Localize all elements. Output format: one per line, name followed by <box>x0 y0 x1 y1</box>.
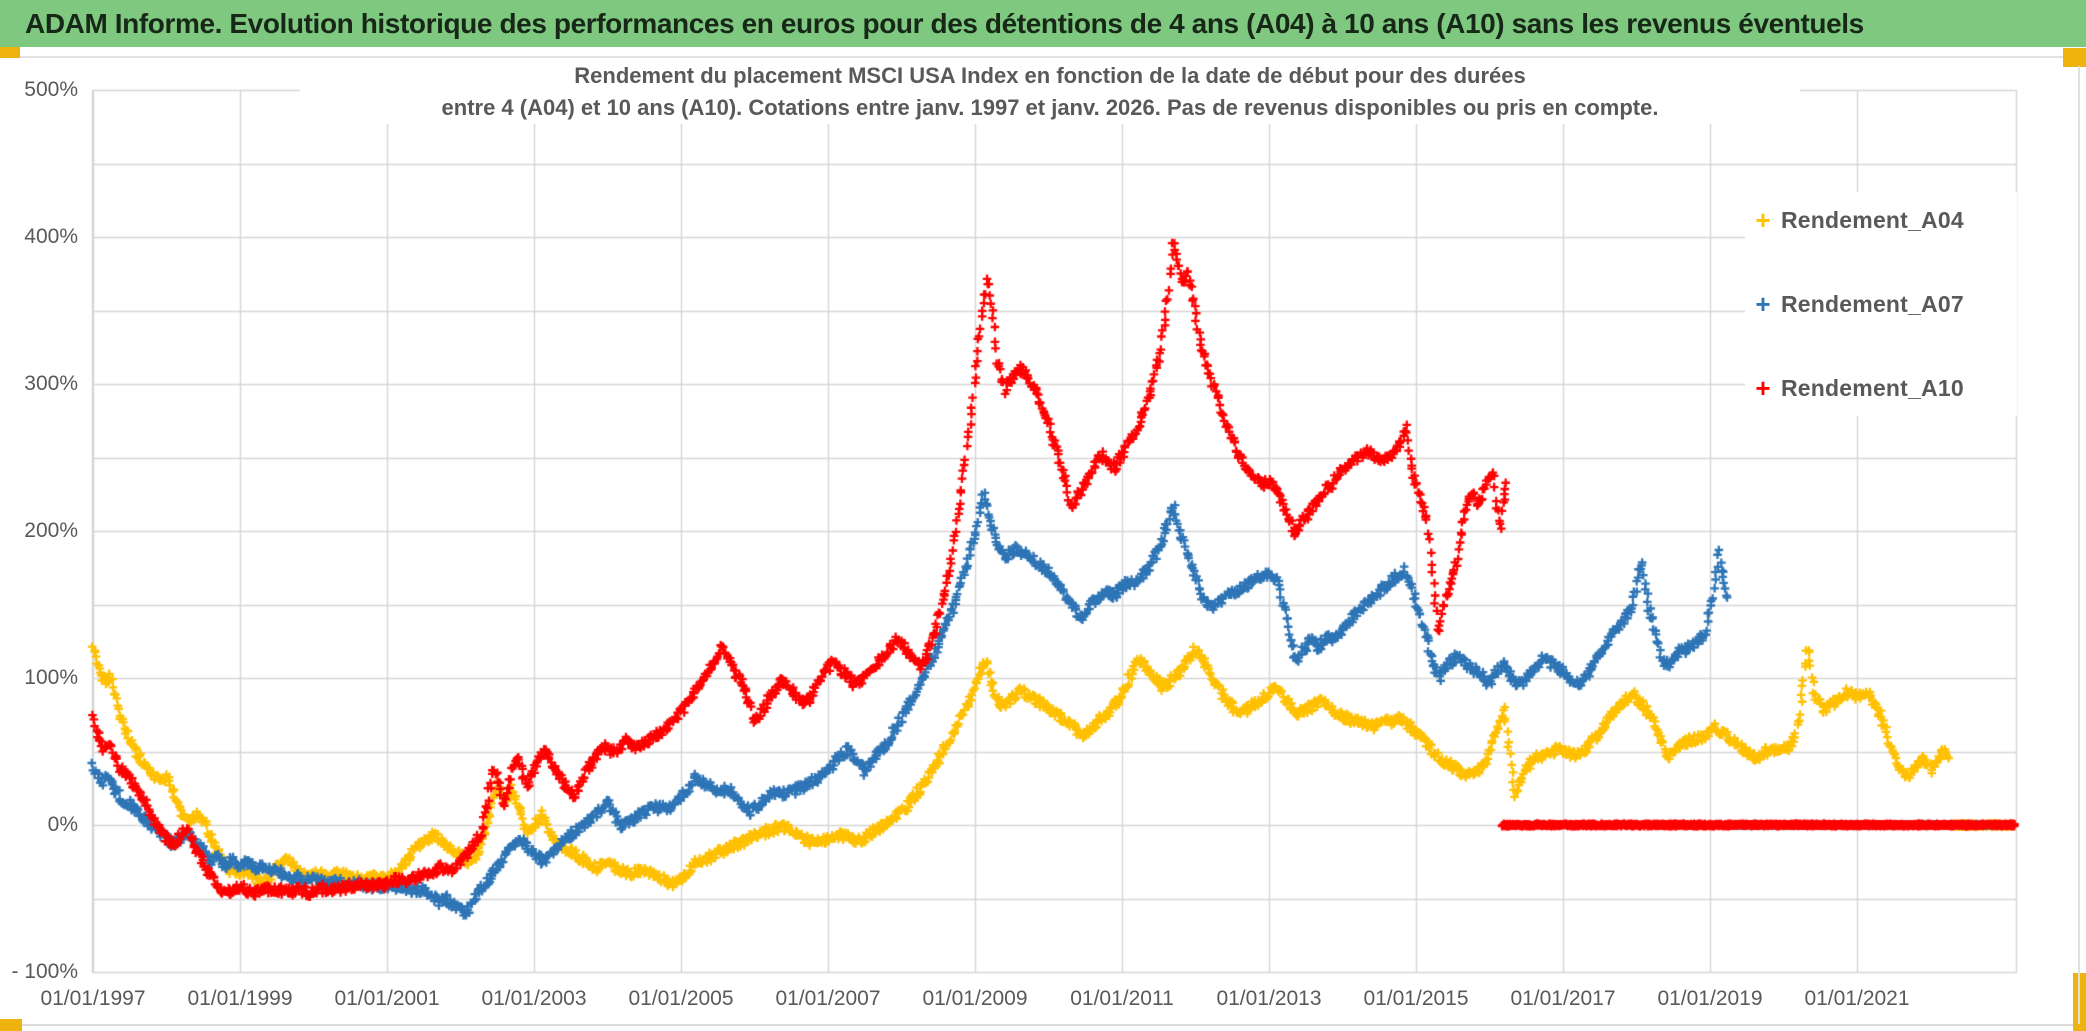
x-tick-label: 01/01/2007 <box>775 987 881 1010</box>
x-tick-label: 01/01/2001 <box>334 987 440 1010</box>
x-tick-label: 01/01/2005 <box>628 987 734 1010</box>
legend-item-rendement_a04[interactable]: + Rendement_A04 <box>1745 198 2017 242</box>
x-tick-label: 01/01/2013 <box>1216 987 1322 1010</box>
x-tick-label: 01/01/2011 <box>1070 987 1174 1010</box>
y-tick-label: 200% <box>24 519 78 542</box>
x-tick-label: 01/01/2015 <box>1363 987 1469 1010</box>
legend-label: Rendement_A04 <box>1781 206 1964 233</box>
x-tick-label: 01/01/2019 <box>1657 987 1763 1010</box>
x-tick-label: 01/01/1997 <box>40 987 146 1010</box>
chart-title-line2: entre 4 (A04) et 10 ans (A10). Cotations… <box>300 92 1800 124</box>
plus-marker-icon: + <box>1755 205 1771 235</box>
x-tick-label: 01/01/2003 <box>481 987 587 1010</box>
y-tick-label: 400% <box>24 225 78 248</box>
chart-legend: + Rendement_A04 + Rendement_A07 + Rendement_A… <box>1745 192 2017 416</box>
y-tick-label: - 100% <box>11 960 78 983</box>
plus-marker-icon: + <box>1755 289 1771 319</box>
y-tick-label: 300% <box>24 372 78 395</box>
plus-marker-icon: + <box>1755 373 1771 403</box>
legend-label: Rendement_A07 <box>1781 290 1964 317</box>
chart-title-line1: Rendement du placement MSCI USA Index en… <box>300 60 1800 92</box>
legend-label: Rendement_A10 <box>1781 374 1964 401</box>
x-tick-label: 01/01/2009 <box>922 987 1028 1010</box>
x-tick-label: 01/01/2021 <box>1804 987 1910 1010</box>
legend-item-rendement_a07[interactable]: + Rendement_A07 <box>1745 282 2017 326</box>
y-tick-label: 500% <box>24 78 78 101</box>
x-tick-label: 01/01/1999 <box>187 987 293 1010</box>
x-tick-label: 01/01/2017 <box>1510 987 1616 1010</box>
y-tick-label: 100% <box>24 666 78 689</box>
y-tick-label: 0% <box>47 813 78 836</box>
legend-item-rendement_a10[interactable]: + Rendement_A10 <box>1745 366 2017 410</box>
